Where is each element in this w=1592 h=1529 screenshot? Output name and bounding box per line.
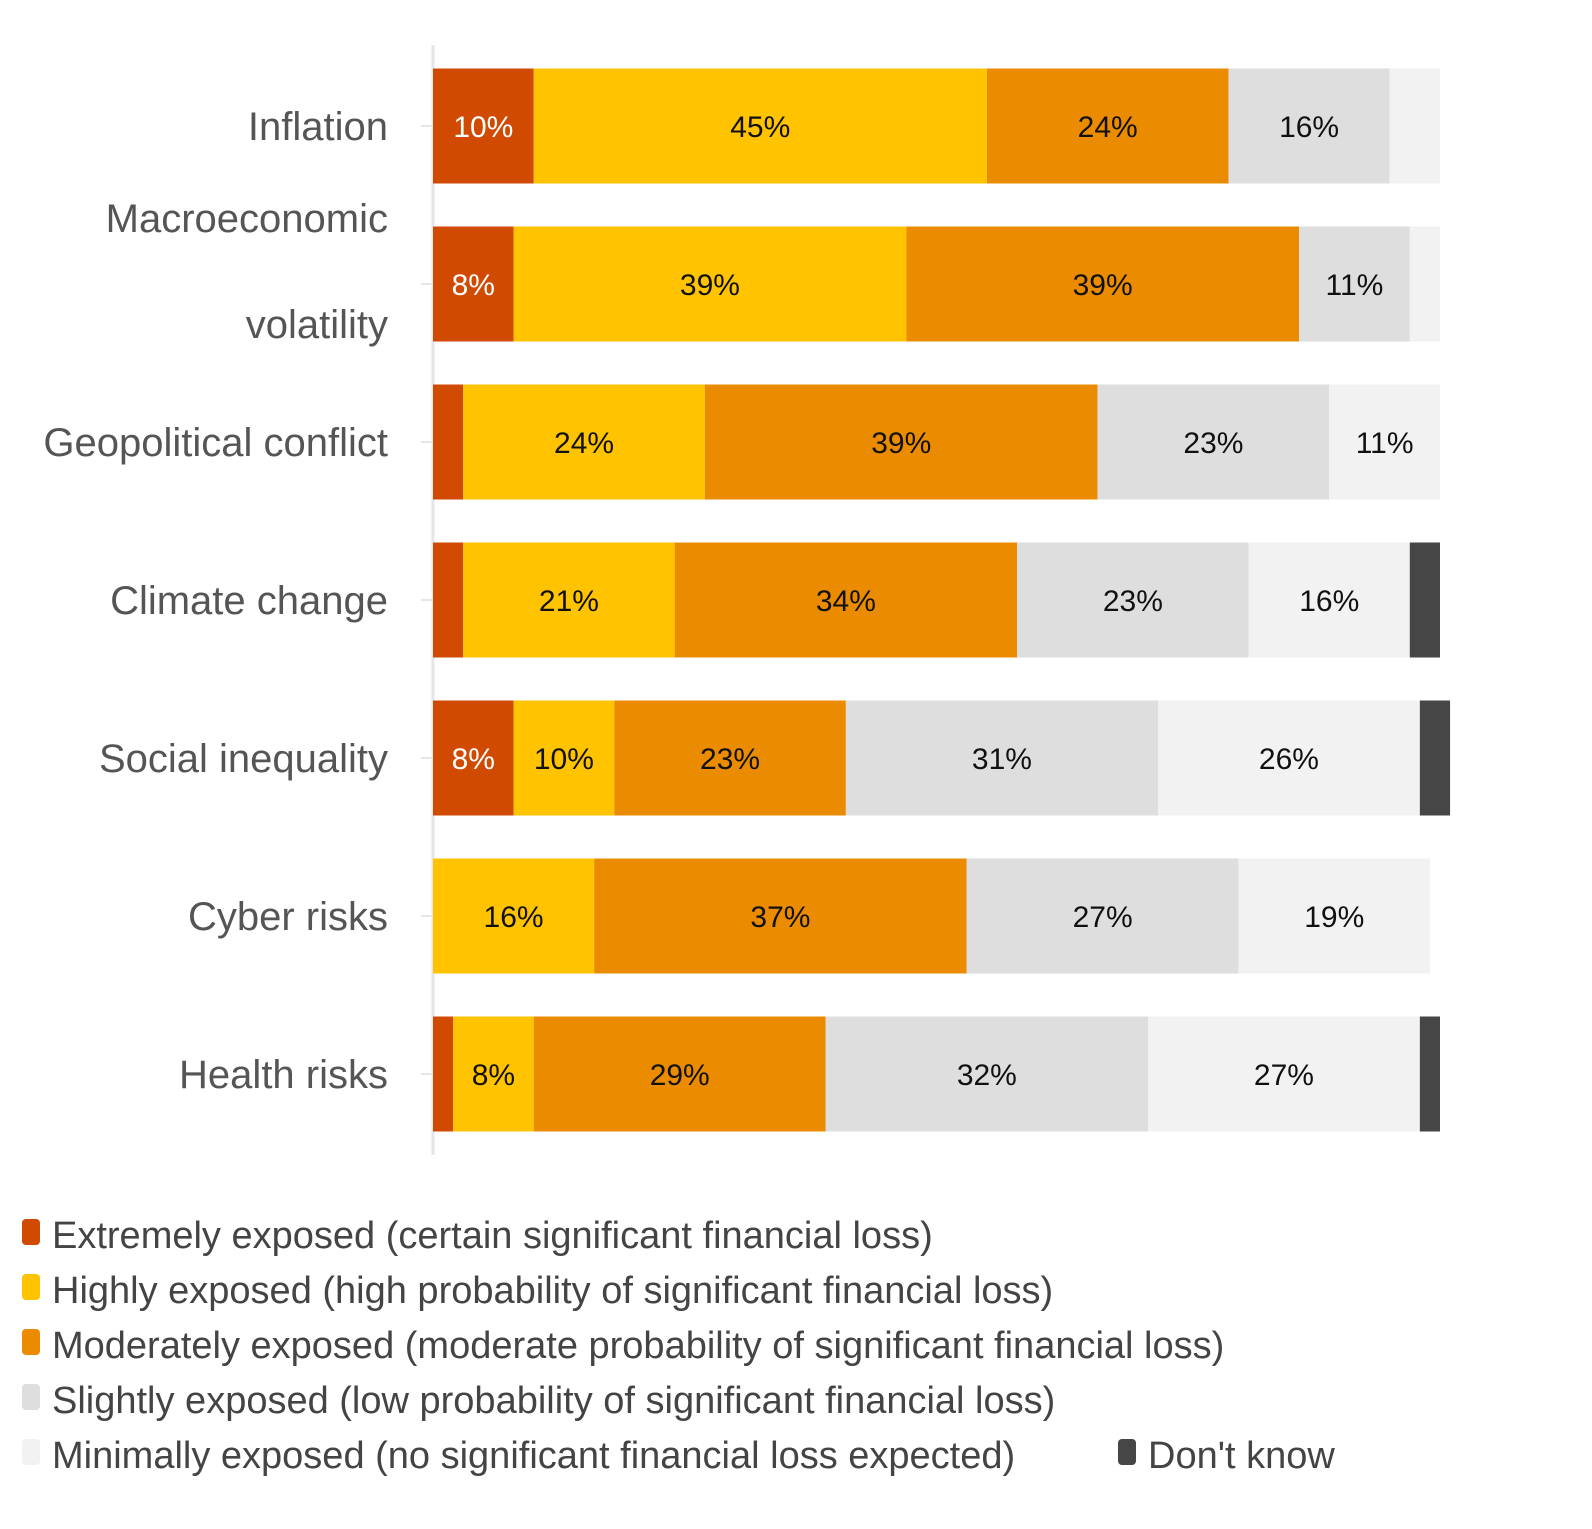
- legend-label: Highly exposed (high probability of sign…: [52, 1270, 1053, 1312]
- data-label: 8%: [452, 743, 495, 776]
- legend-label: Slightly exposed (low probability of sig…: [52, 1380, 1055, 1422]
- data-label: 26%: [1259, 743, 1319, 776]
- bar-segment: [453, 1016, 534, 1132]
- data-label: 39%: [680, 269, 740, 302]
- data-label: 27%: [1254, 1059, 1314, 1092]
- data-label: 29%: [650, 1059, 710, 1092]
- data-label: 45%: [730, 111, 790, 144]
- bar-segment: [433, 226, 514, 342]
- data-label: 21%: [539, 585, 599, 618]
- data-label: 8%: [472, 1059, 515, 1092]
- data-label: 23%: [1183, 427, 1243, 460]
- bar-segment: [704, 384, 1098, 500]
- legend-swatch: [22, 1274, 40, 1300]
- category-label: Health risks: [179, 1053, 388, 1097]
- legend-swatch: [22, 1219, 40, 1245]
- data-label: 16%: [484, 901, 544, 934]
- bar-segment: [1409, 226, 1440, 342]
- bar-segment: [1409, 542, 1440, 658]
- legend-swatch: [1118, 1439, 1136, 1465]
- bar-segment: [1238, 858, 1430, 974]
- data-label: 37%: [750, 901, 810, 934]
- data-label: 24%: [554, 427, 614, 460]
- bar-segment: [433, 1016, 454, 1132]
- data-label: 31%: [972, 743, 1032, 776]
- bar-segment: [1389, 68, 1440, 184]
- legend-label: Don't know: [1148, 1435, 1335, 1477]
- legend-swatch: [22, 1329, 40, 1355]
- bar-segment: [513, 226, 907, 342]
- category-label: Cyber risks: [188, 895, 388, 939]
- bar-segment: [825, 1016, 1148, 1132]
- bar-segment: [463, 384, 705, 500]
- bar-segment: [845, 700, 1159, 816]
- bar-segment: [1299, 226, 1410, 342]
- bar-segment: [1329, 384, 1440, 500]
- category-label: Social inequality: [99, 737, 388, 781]
- category-label: Macroeconomic volatility: [106, 197, 388, 347]
- data-label: 24%: [1078, 111, 1138, 144]
- bar-segment: [1147, 1016, 1420, 1132]
- bar-segment: [966, 858, 1239, 974]
- bar-segment: [1017, 542, 1249, 658]
- bar-segment: [1248, 542, 1410, 658]
- legend-swatch: [22, 1384, 40, 1410]
- bar-segment: [533, 1016, 826, 1132]
- data-label: 27%: [1073, 901, 1133, 934]
- data-label: 23%: [1103, 585, 1163, 618]
- legend-swatch: [22, 1439, 40, 1465]
- data-label: 16%: [1299, 585, 1359, 618]
- bar-segment: [433, 700, 514, 816]
- bar-segment: [533, 68, 987, 184]
- bar-segment: [1158, 700, 1420, 816]
- bar-segment: [1228, 68, 1390, 184]
- data-label: 8%: [452, 269, 495, 302]
- bar-segment: [1419, 1016, 1440, 1132]
- bar-segment: [513, 700, 615, 816]
- legend-label: Moderately exposed (moderate probability…: [52, 1325, 1224, 1367]
- data-label: 11%: [1356, 427, 1414, 460]
- bar-segment: [906, 226, 1300, 342]
- bar-segment: [463, 542, 675, 658]
- data-label: 39%: [871, 427, 931, 460]
- bar-segment: [433, 68, 534, 184]
- bar-segment: [986, 68, 1229, 184]
- data-label: 34%: [816, 585, 876, 618]
- data-label: 23%: [700, 743, 760, 776]
- data-label: 32%: [957, 1059, 1017, 1092]
- legend-label: Extremely exposed (certain significant f…: [52, 1215, 933, 1257]
- bar-segment: [433, 542, 464, 658]
- data-label: 10%: [453, 111, 513, 144]
- category-label: Geopolitical conflict: [43, 421, 388, 465]
- data-label: 11%: [1325, 269, 1383, 302]
- bar-segment: [1419, 700, 1451, 816]
- legend-label: Minimally exposed (no significant financ…: [52, 1435, 1015, 1477]
- bar-segment: [1097, 384, 1330, 500]
- data-label: 39%: [1073, 269, 1133, 302]
- bar-segment: [614, 700, 846, 816]
- category-label: Climate change: [110, 579, 388, 623]
- bar-segment: [433, 384, 464, 500]
- bar-segment: [433, 858, 595, 974]
- category-label: Inflation: [248, 105, 388, 149]
- data-label: 10%: [534, 743, 594, 776]
- data-label: 19%: [1304, 901, 1364, 934]
- data-label: 16%: [1279, 111, 1339, 144]
- bar-segment: [594, 858, 967, 974]
- bar-segment: [674, 542, 1018, 658]
